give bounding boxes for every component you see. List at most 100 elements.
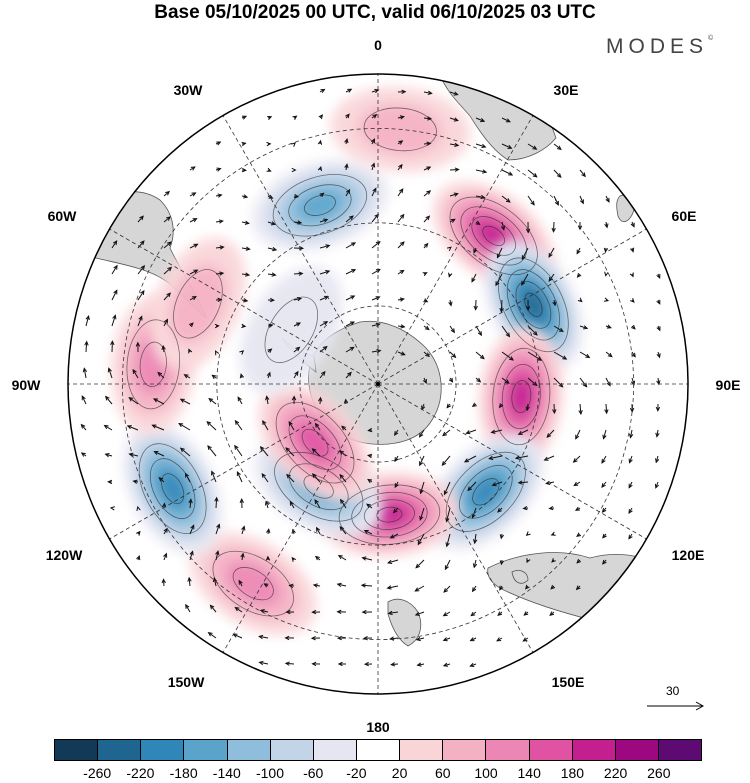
wind-vector-arrow [211,470,217,483]
wind-vector-arrow [267,194,274,199]
wind-vector-arrow [234,419,243,431]
colorbar-tick-label: 20 [391,765,408,781]
wind-vector-arrow [423,141,432,146]
wind-vector-arrow [394,481,399,489]
wind-vector-arrow [573,481,581,487]
colorbar-tick-label: -180 [169,765,198,781]
wind-vector-arrow [656,299,661,305]
wind-vector-arrow [163,552,168,561]
wind-vector-arrow [527,195,535,206]
wind-vector-arrow [267,272,277,277]
contour-lines [126,107,569,617]
contour-ring [126,319,181,410]
wind-vector-arrow [629,272,634,278]
wind-vector-arrow [389,636,399,641]
brand-name: MODES [606,35,709,58]
wind-vector-arrow [579,195,584,205]
wind-vector-arrow [630,247,635,253]
wind-vector-arrow [475,194,486,200]
wind-vector-arrow [215,193,223,198]
wind-vector-arrow [577,297,583,303]
wind-vector-arrow [310,635,321,641]
contour-ring [482,225,506,247]
wind-vector-arrow [465,429,477,435]
wind-vector-arrow [319,270,331,275]
wind-vector-arrow [446,403,451,409]
wind-vector-arrow [340,498,347,509]
wind-vector-arrow [188,348,193,354]
wind-vector-arrow [361,609,373,615]
wind-vector-arrow [491,481,503,487]
map-boundary [67,73,689,695]
wind-vector-arrow [577,221,583,231]
wind-vector-arrow [314,555,321,561]
wind-vector-arrow [387,610,399,616]
colorbar-swatch [98,740,142,760]
wind-vector-arrow [576,558,582,564]
wind-vector-arrow [397,140,404,145]
wind-vector-arrow [104,453,113,458]
wind-vector-arrow [209,604,217,613]
colorbar-tick-label: 220 [603,765,628,781]
new-zealand-land [387,598,422,647]
wind-vector-arrow [576,273,582,278]
contour-ring [460,206,527,266]
meridian-line [109,383,379,540]
wind-vector-arrow [367,478,373,484]
wind-vector-arrow [293,346,301,353]
wind-vector-arrow [423,325,430,331]
meridian-line [222,115,379,385]
wind-vector-arrow [189,524,195,535]
wind-vector-arrow [366,503,373,509]
wind-vector-arrow [525,299,531,312]
wind-vector-arrow [418,429,425,438]
contour-ring [264,296,319,363]
wind-vector-arrow [215,141,222,146]
wind-vector-arrow [579,325,589,330]
contour-ring [363,499,415,530]
wind-vector-arrow [207,631,217,639]
wind-vector-arrow [81,395,87,405]
wind-vector-arrow [111,314,117,327]
wind-vector-arrow [291,556,297,562]
wind-vector-arrow [475,143,487,149]
wind-vector-arrow [367,427,373,433]
wind-vector-arrow [215,550,220,561]
wind-vector-arrow [319,295,330,301]
contour-ring [376,506,403,523]
wind-vector-arrow [654,481,660,489]
wind-vector-arrow [267,297,275,303]
wind-vector-arrow [337,554,347,561]
wind-vector-arrow [551,557,556,563]
wind-vector-arrow [189,192,197,197]
contour-ring [274,451,364,522]
wind-vector-arrow [553,143,562,151]
wind-vector-arrow [574,506,581,511]
wind-vector-arrow [497,611,503,616]
wind-vector-arrow [345,371,352,379]
wind-vectors [80,88,661,667]
wind-vector-arrow [363,661,373,667]
wind-vector-arrow [137,240,145,249]
wind-vector-arrow [214,323,220,329]
wind-vector-arrow [315,526,321,535]
wind-vector-arrow [449,218,456,223]
wind-vector-arrow [345,295,356,301]
wind-vector-arrow [336,609,347,615]
wind-vector-arrow [397,115,405,120]
wind-vector-arrow [423,242,429,249]
colorbar-tick-label: -220 [126,765,155,781]
wind-vector-arrow [576,532,582,537]
wind-vector-arrow [163,216,171,223]
colorbar-swatch [227,740,271,760]
wind-vector-arrow [263,583,269,588]
wind-vector-arrow [363,529,373,535]
wind-vector-arrow [211,374,217,380]
wind-vector-arrow [158,477,165,483]
contour-ring [138,443,207,534]
wind-vector-arrow [604,271,609,277]
wind-vector-arrow [415,559,425,569]
colorbar-tick-label: 100 [474,765,498,781]
wind-vector-arrow [267,221,276,226]
wind-vector-arrow [237,396,243,405]
